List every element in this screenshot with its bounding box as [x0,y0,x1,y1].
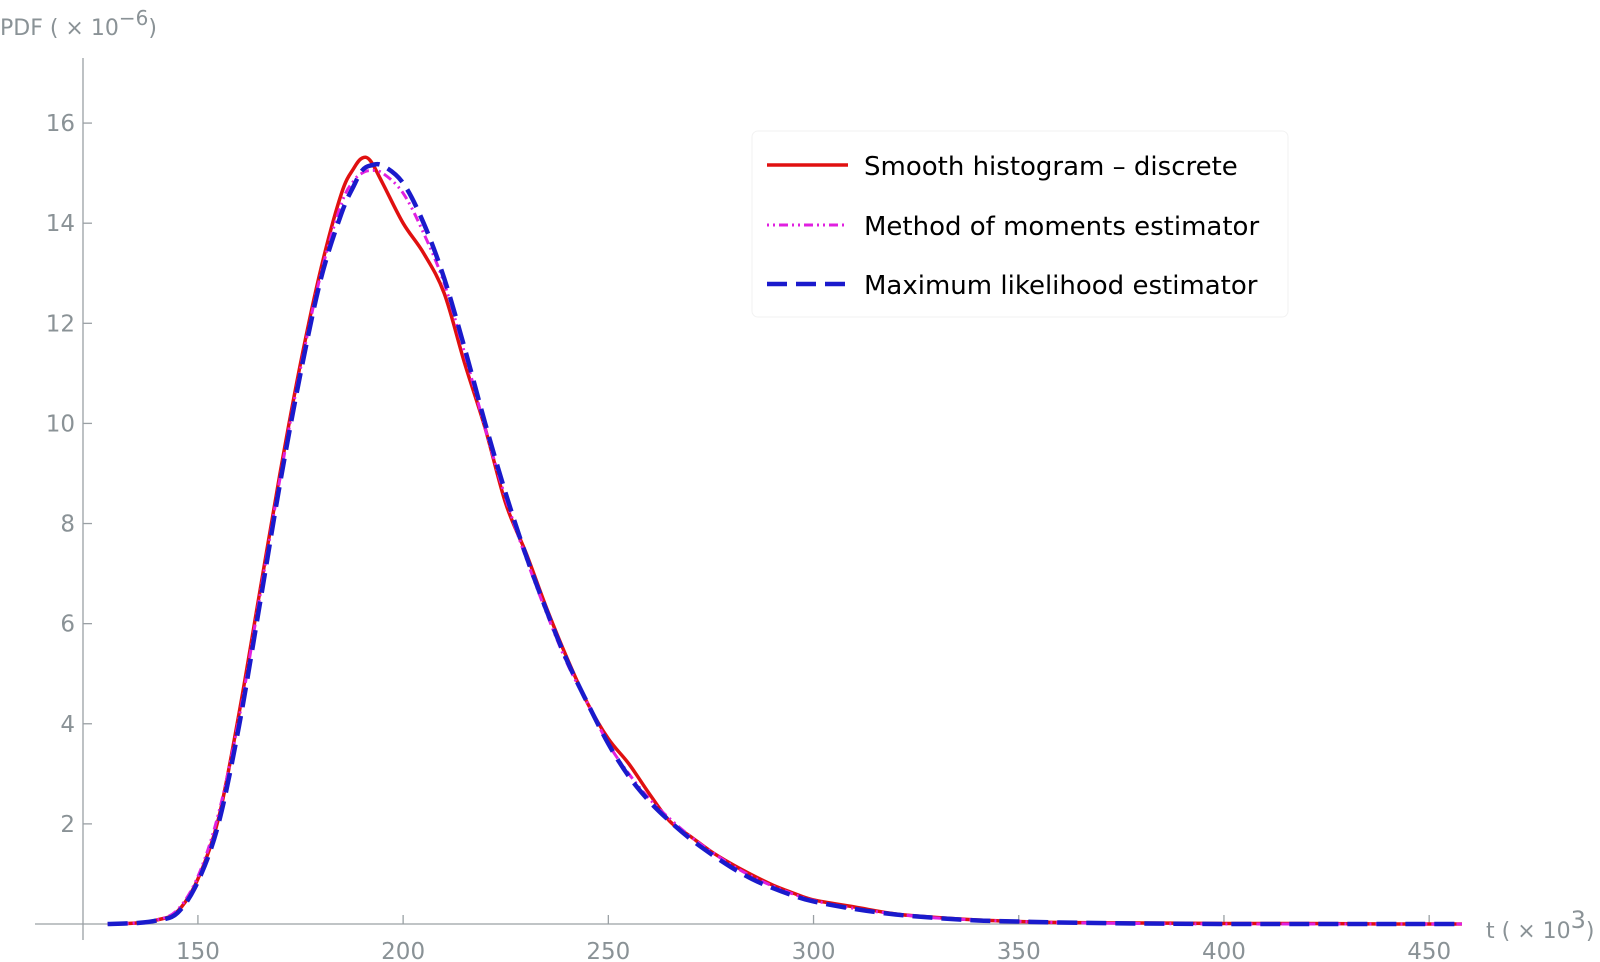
y-tick-label: 12 [46,311,75,337]
series-group [107,155,1462,927]
series-line-maximum-likelihood [107,161,1462,927]
y-tick-label: 2 [60,812,75,838]
x-axis-title-exponent: 3 [1571,906,1586,934]
legend: Smooth histogram – discrete Method of mo… [751,130,1289,318]
x-tick-label: 150 [176,939,220,962]
x-axis-title-close: ) [1586,919,1595,944]
y-axis-title-close: ) [148,16,157,41]
x-tick-label: 400 [1202,939,1246,962]
x-tick-label: 250 [586,939,630,962]
legend-box [751,130,1289,318]
y-tick-label: 8 [60,512,75,538]
legend-label-method-of-moments: Method of moments estimator [864,212,1259,242]
y-axis-title-exponent: −6 [119,6,148,30]
y-axis-title-base: PDF ( × 10 [0,16,119,41]
x-ticks: 150 200 250 300 350 400 450 [176,915,1451,962]
y-ticks: 2 4 6 8 10 12 14 16 [46,111,92,838]
x-axis-title-base: t ( × 10 [1486,919,1571,944]
y-tick-label: 16 [46,111,75,137]
x-tick-label: 350 [997,939,1041,962]
y-tick-label: 6 [60,612,75,638]
y-tick-label: 14 [46,211,75,237]
x-tick-label: 450 [1407,939,1451,962]
y-tick-label: 10 [46,411,75,437]
x-axis-title: t ( × 103) [1486,906,1595,944]
x-tick-label: 200 [381,939,425,962]
legend-label-maximum-likelihood: Maximum likelihood estimator [864,271,1258,301]
y-tick-label: 4 [60,712,75,738]
x-tick-label: 300 [792,939,836,962]
y-axis-title: PDF ( × 10−6) [0,6,157,41]
legend-label-smooth-histogram: Smooth histogram – discrete [864,152,1238,182]
